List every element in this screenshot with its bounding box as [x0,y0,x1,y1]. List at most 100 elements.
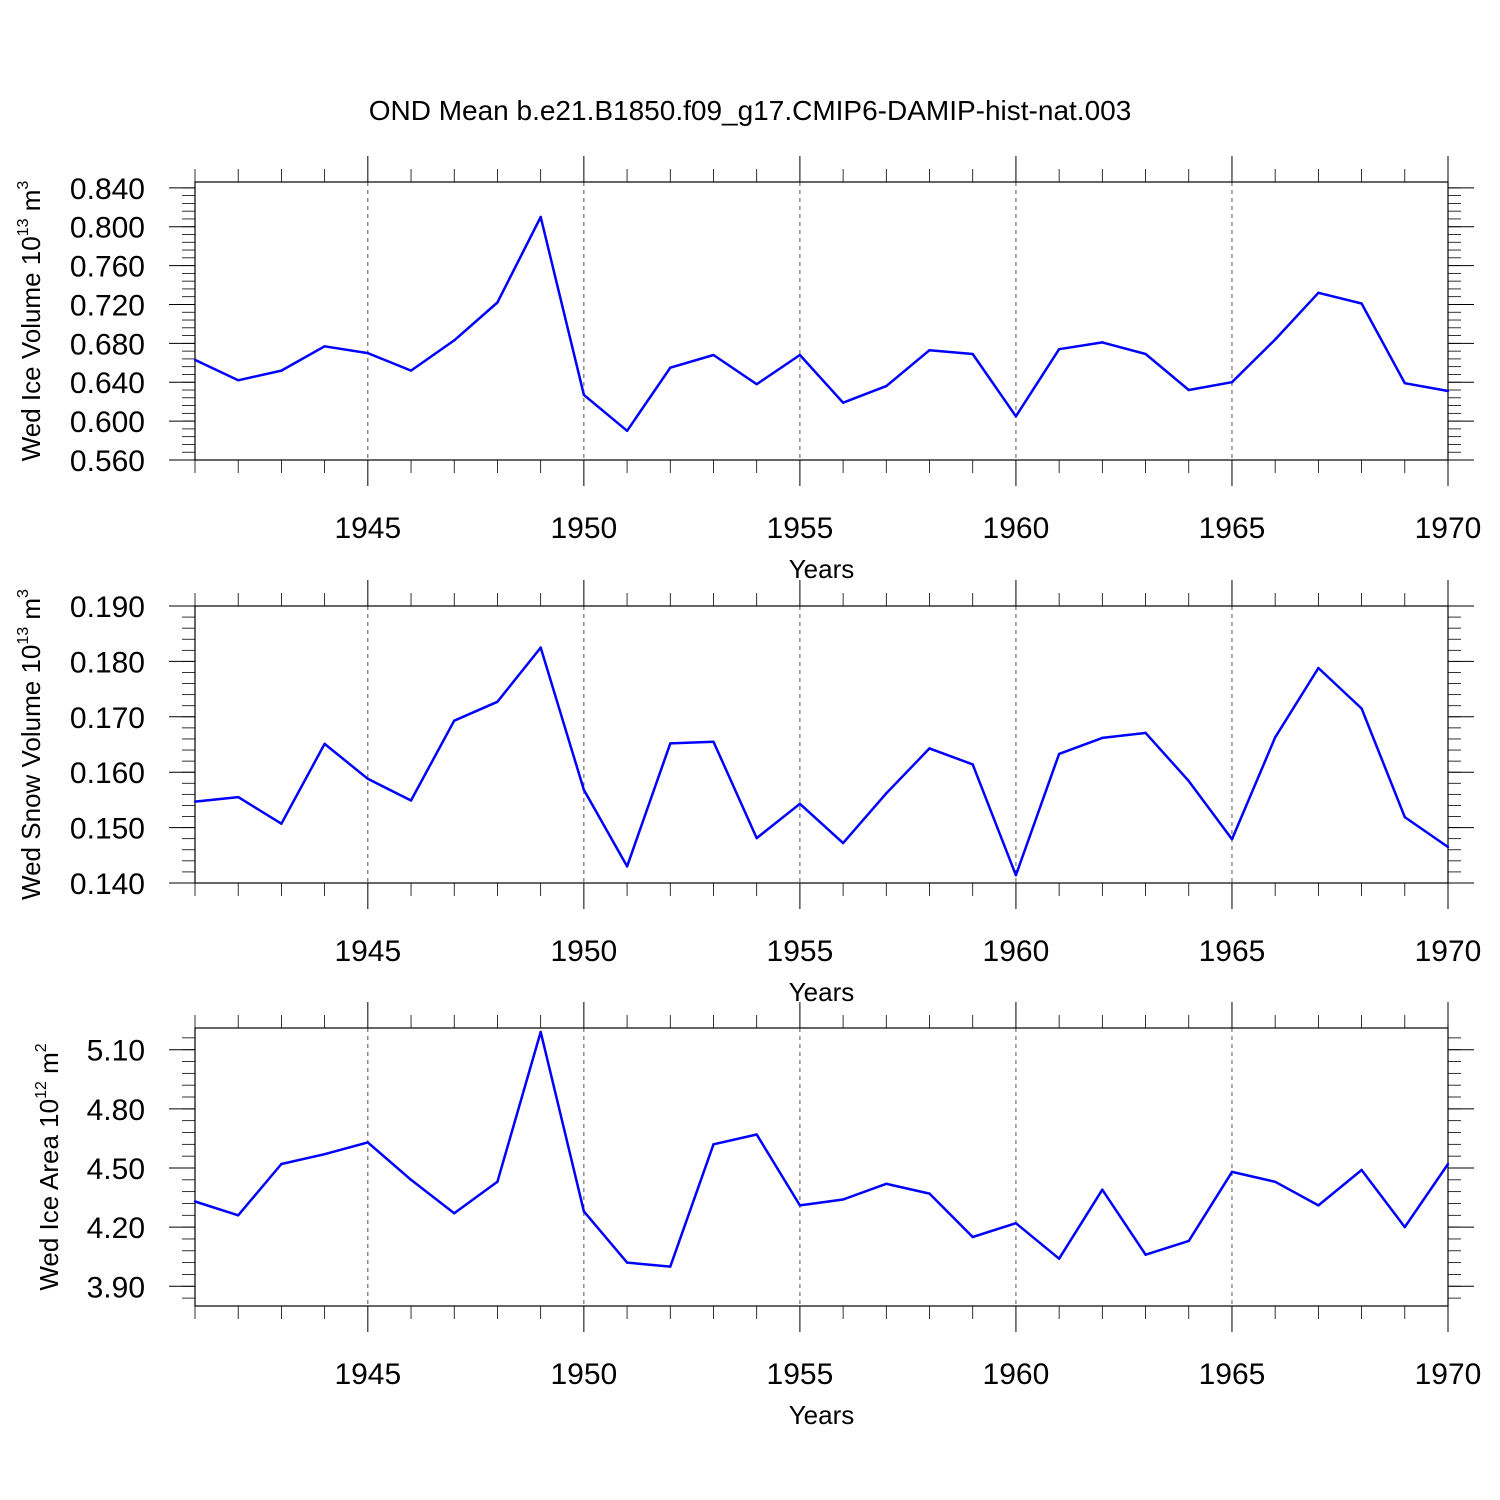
data-point [928,1192,931,1195]
panel-3: 3.90 4.20 4.50 4.80 5.10 1945 1950 1955 1960 1965… [33,1002,1481,1430]
data-point [1446,1162,1450,1166]
data-point [1101,341,1104,344]
data-point [280,822,283,825]
x-tick-label: 1965 [1199,935,1266,968]
data-point [409,1178,413,1182]
data-point [280,369,283,372]
x-tick-label: 1960 [983,1358,1050,1391]
y-tick-label: 0.600 [70,406,145,439]
x-tick-label: 1970 [1415,1358,1482,1391]
x-tick-label: 1965 [1199,1358,1266,1391]
data-point [409,799,413,802]
x-axis-title: Years [789,554,855,584]
x-tick-label: 1950 [550,935,617,968]
y-tick-label: 4.50 [87,1153,145,1186]
data-point [1446,389,1450,393]
y-tick-label: 5.10 [87,1035,145,1068]
x-tick-label: 1960 [983,935,1050,968]
data-point [582,1210,586,1213]
data-point [1144,731,1147,735]
y-tick-label: 0.140 [70,868,145,901]
data-point [280,1162,283,1166]
data-point [928,348,931,352]
data-point [885,1182,888,1185]
x-tick-label: 1945 [334,512,401,545]
data-point [539,646,542,649]
data-point [928,747,931,750]
data-point [798,1204,802,1207]
data-point [1187,388,1190,392]
data-point [323,1152,326,1156]
y-tick-label: 0.150 [70,813,145,846]
data-point [1230,838,1234,841]
y-tick-label: 0.840 [70,173,145,206]
series-line [194,1030,1450,1268]
x-axis-title: Years [789,977,855,1007]
y-tick-label: 0.760 [70,251,145,284]
data-point [582,393,586,397]
x-tick-label: 1965 [1199,512,1266,545]
x-tick-label: 1970 [1415,512,1482,545]
data-point [669,366,672,369]
x-tick-label: 1945 [334,935,401,968]
plot-frame [194,605,1449,884]
data-point [1403,1225,1406,1229]
x-tick-label: 1955 [767,1358,834,1391]
data-point [237,379,240,382]
x-axis-title: Years [789,1400,855,1430]
plot-frame [194,181,1449,461]
data-point [193,800,197,803]
data-point [669,742,672,745]
data-point [798,802,802,805]
y-tick-label: 4.20 [87,1212,145,1245]
data-point [1057,347,1061,351]
data-point [1317,291,1320,295]
data-point [755,836,758,840]
data-point [712,1143,715,1146]
y-tick-label: 0.680 [70,328,145,361]
y-tick-label: 0.800 [70,212,145,245]
x-tick-label: 1945 [334,1358,401,1391]
panel-2: 0.140 0.150 0.160 0.170 0.180 0.190 1945 1950 19… [15,580,1481,1007]
x-tick-label: 1955 [767,512,834,545]
data-point [1101,1188,1104,1191]
figure-title: OND Mean b.e21.B1850.f09_g17.CMIP6-DAMIP… [369,95,1132,126]
data-point [669,1265,672,1268]
data-point [366,1141,370,1144]
data-point [1187,1239,1190,1243]
data-point [1230,381,1234,384]
data-point [841,1198,845,1201]
data-point [971,352,974,356]
series-line [194,646,1449,877]
data-point [582,788,586,792]
data-point [1273,1180,1277,1183]
data-point [366,777,370,781]
data-point [1187,779,1190,783]
data-point [453,1212,456,1215]
data-point [1317,1204,1320,1207]
data-point [1360,1168,1363,1172]
data-point [625,429,629,433]
data-point [1057,752,1061,756]
data-point [1014,874,1018,877]
y-tick-label: 0.720 [70,289,145,322]
data-point [755,382,758,386]
x-tick-label: 1960 [983,512,1050,545]
data-point [496,700,499,704]
data-point [1360,302,1363,305]
y-tick-label: 0.180 [70,646,145,679]
data-point [971,763,974,766]
data-point [453,339,456,342]
data-point [841,401,845,404]
data-point [539,215,542,219]
y-tick-label: 3.90 [87,1271,145,1304]
data-point [1446,845,1450,849]
data-point [1144,352,1147,356]
data-point [193,358,197,362]
data-point [1273,736,1277,739]
y-tick-label: 0.160 [70,757,145,790]
data-point [1014,415,1018,418]
data-point [625,865,629,868]
data-point [1360,707,1363,710]
